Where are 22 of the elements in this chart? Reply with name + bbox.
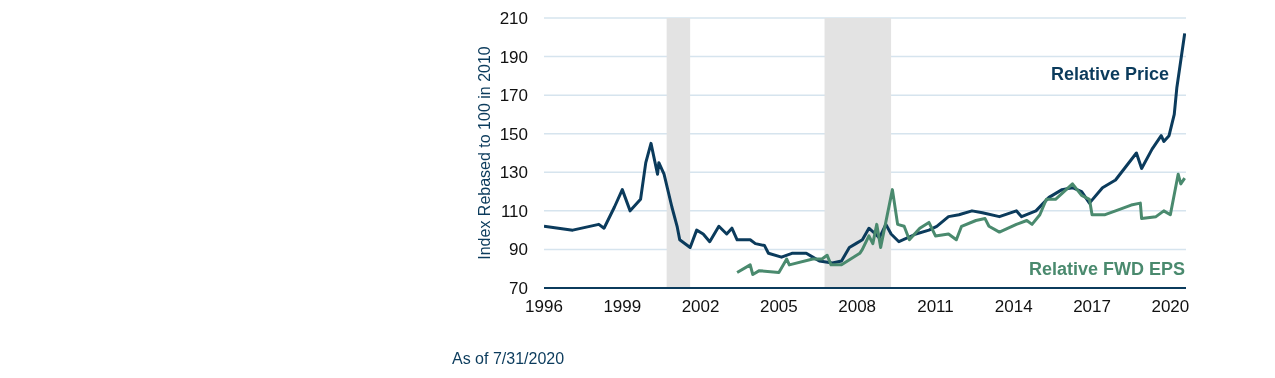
y-tick-label: 90 — [509, 240, 528, 260]
y-axis-title: Index Rebased to 100 in 2010 — [475, 46, 493, 260]
y-tick-label: 70 — [509, 279, 528, 299]
y-tick-label: 150 — [499, 124, 528, 144]
y-tick-label: 170 — [499, 86, 528, 106]
x-tick-label: 1996 — [525, 297, 563, 317]
x-tick-label: 2011 — [917, 297, 954, 317]
x-tick-label: 2020 — [1151, 297, 1190, 317]
x-tick-label: 2002 — [681, 297, 720, 317]
text: As of 7/31/2020 — [452, 350, 566, 368]
series-label: Relative FWD EPS — [1028, 259, 1185, 280]
y-tick-label: 130 — [499, 163, 528, 183]
y-tick-label: 110 — [500, 201, 528, 221]
x-tick-label: 1999 — [603, 297, 642, 317]
line-series — [735, 172, 1186, 276]
y-tick-label: 190 — [499, 47, 528, 67]
x-tick-label: 2008 — [838, 297, 877, 317]
x-tick-label: 2017 — [1073, 297, 1111, 317]
y-tick-label: 210 — [499, 9, 528, 29]
x-tick-label: 2014 — [994, 297, 1033, 317]
x-tick-label: 2005 — [759, 297, 798, 317]
series-label: Relative Price — [1050, 64, 1169, 85]
